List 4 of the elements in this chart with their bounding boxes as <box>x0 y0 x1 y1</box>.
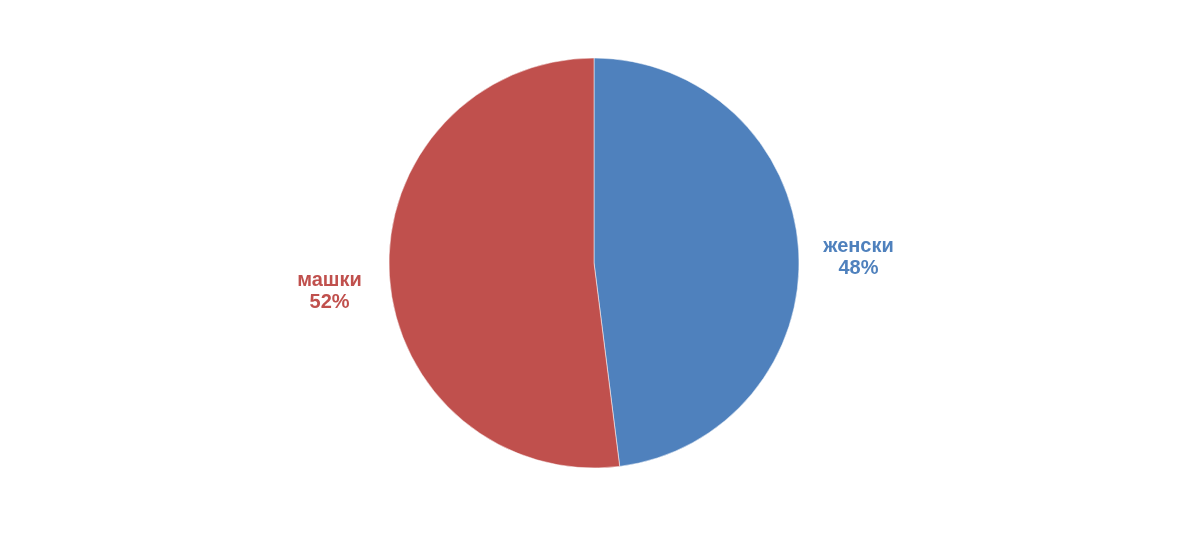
data-label: 52% <box>309 289 350 312</box>
data-label: 48% <box>838 256 879 279</box>
slice-label: машки <box>297 267 362 290</box>
slice-label: женски <box>822 234 894 257</box>
